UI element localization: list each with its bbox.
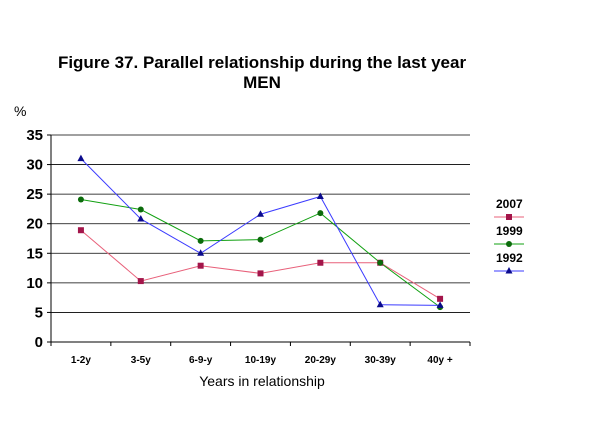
data-point-1992 [257,210,264,217]
x-tick-label: 3-5y [131,355,151,366]
x-tick-label: 20-29y [305,355,337,366]
y-axis-unit-label: % [14,103,26,119]
series-line-1992 [80,158,441,306]
x-tick-label: 10-19y [245,355,277,366]
legend-label-2007: 2007 [496,197,523,211]
data-point-1992 [137,214,145,222]
data-point-1992 [197,249,205,256]
legend-marker-1999 [506,241,512,247]
series-lines [80,158,441,308]
legend-label-1992: 1992 [496,251,523,265]
legend-marker-2007 [506,214,512,220]
legend-label-1999: 1999 [496,224,523,238]
data-point-1999 [317,210,324,217]
data-point-1992 [316,192,324,200]
x-axis-label: Years in relationship [199,373,325,389]
y-tick-labels: 0 5 10 15 20 25 30 35 [26,127,43,351]
x-tick-label: 6-9-y [189,355,213,366]
y-tick-label: 35 [26,127,43,144]
y-tick-label: 15 [26,245,43,262]
data-point-2007 [137,278,144,285]
y-tick-label: 20 [26,216,43,233]
data-point-1992 [376,300,384,308]
data-point-1999 [257,236,264,243]
legend-marker-1992 [505,267,513,274]
x-tick-label: 30-39y [365,355,397,366]
data-point-2007 [437,295,444,302]
x-tick-labels: 1-2y 3-5y 6-9-y 10-19y 20-29y 30-39y 40y + [71,355,453,366]
data-point-1992 [77,154,85,162]
series-markers [77,154,444,311]
legend: 2007 1999 1992 [494,197,524,274]
y-tick-label: 30 [26,157,43,174]
data-point-1999 [197,237,204,244]
axes [47,134,471,346]
data-point-2007 [257,270,264,277]
gridlines [51,134,470,313]
data-point-1992 [436,301,444,308]
x-tick-label: 1-2y [71,355,91,366]
y-tick-label: 10 [26,275,43,292]
data-point-1999 [137,206,144,213]
chart-title-line2: MEN [243,73,281,92]
data-point-1999 [77,196,84,203]
y-tick-label: 5 [35,304,43,321]
data-point-1999 [377,259,384,266]
data-point-2007 [77,227,84,234]
x-tick-label: 40y + [427,355,452,366]
y-tick-label: 25 [26,186,43,203]
y-tick-label: 0 [35,334,43,351]
data-point-2007 [197,262,204,269]
data-point-2007 [317,259,324,266]
chart-title-line1: Figure 37. Parallel relationship during … [58,53,467,72]
